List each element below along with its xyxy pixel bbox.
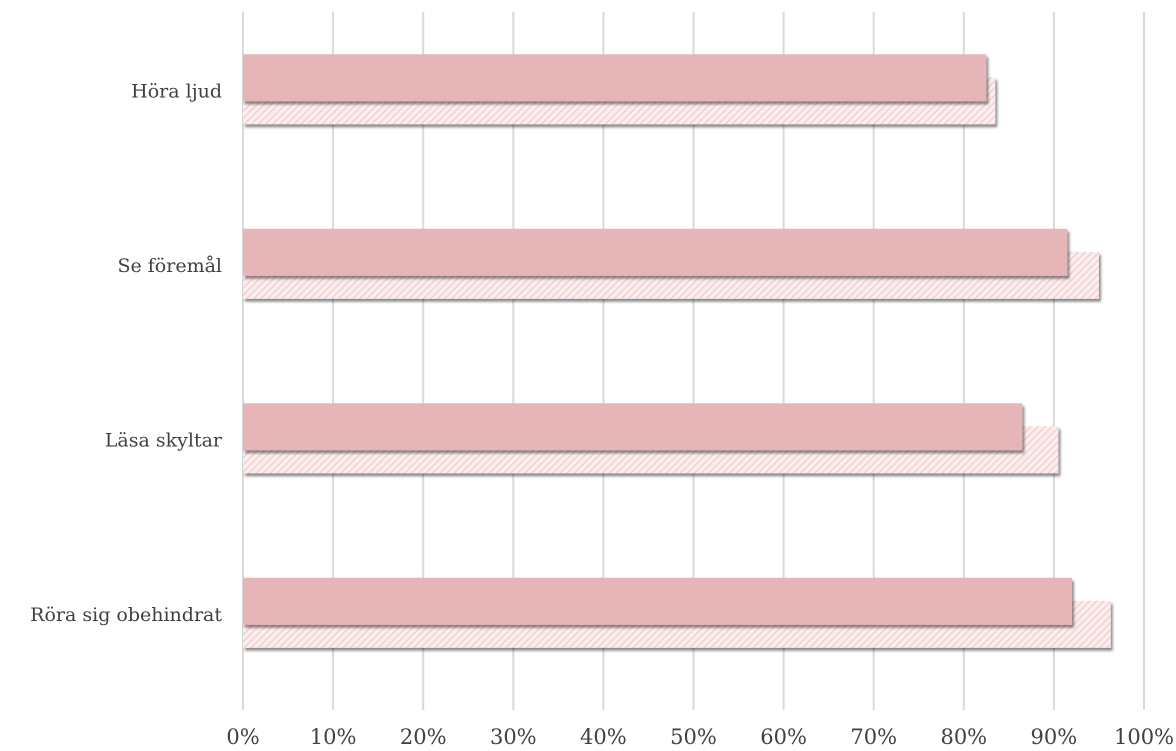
bar-solid [243, 577, 1072, 625]
x-tick-label: 10% [310, 725, 357, 749]
x-tick-label: 80% [940, 725, 987, 749]
category-label: Läsa skyltar [105, 429, 223, 451]
x-tick-label: 60% [760, 725, 807, 749]
category-labels: Höra ljud Se föremål Läsa skyltar Röra sig … [30, 80, 223, 626]
category-label: Se föremål [117, 255, 222, 277]
x-tick-label: 70% [850, 725, 897, 749]
x-tick-labels: 0% 10% 20% 30% 40% 50% 60% 70% 80% 90% 100% [226, 725, 1174, 749]
x-tick-label: 20% [400, 725, 447, 749]
x-tick-label: 90% [1031, 725, 1078, 749]
x-tick-label: 0% [226, 725, 259, 749]
category-label: Röra sig obehindrat [30, 604, 222, 626]
x-tick-label: 50% [670, 725, 717, 749]
bar-solid [243, 54, 987, 102]
bar-solid [243, 403, 1023, 451]
bars [243, 54, 1111, 648]
x-tick-label: 30% [490, 725, 537, 749]
bar-solid [243, 228, 1068, 276]
category-label: Höra ljud [131, 80, 222, 102]
x-tick-label: 100% [1114, 725, 1174, 749]
x-tick-label: 40% [580, 725, 627, 749]
